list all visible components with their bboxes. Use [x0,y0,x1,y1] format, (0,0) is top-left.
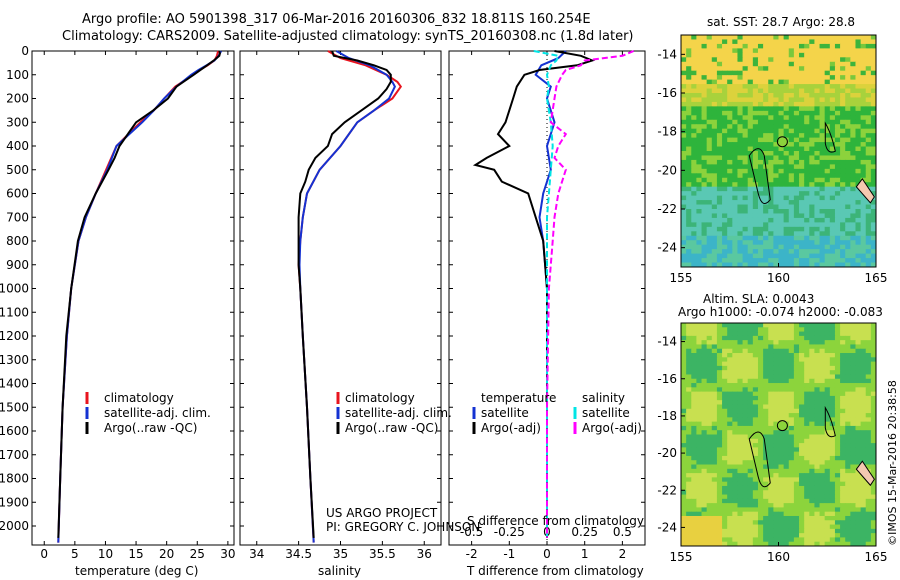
legend-t-satellite: satellite [481,406,529,420]
sla-map [681,323,877,547]
series-line-climatology [297,50,403,543]
y-tick-label: 600 [6,187,29,201]
x-tick-label: 5 [71,547,79,561]
lon-tick-label: 165 [865,550,888,564]
legend-salinity-title: salinity [582,391,626,405]
y-tick-label: 1300 [0,353,29,367]
lon-tick-label: 165 [865,271,888,285]
y-tick-label: 2000 [0,519,29,533]
x-tick-label: 25 [190,547,205,561]
y-tick-label: 200 [6,92,29,106]
lat-tick-label: -14 [657,47,677,61]
sst-map-title: sat. SST: 28.7 Argo: 28.8 [707,15,856,29]
y-tick-label: 700 [6,210,29,224]
x-tick-label: 35 [333,547,348,561]
lon-tick-label: 155 [670,271,693,285]
x-tick-label: 10 [98,547,113,561]
series-line-satellite-adj-clim- [57,50,222,543]
plot-frame-0 [31,50,235,546]
y-tick-label: 500 [6,163,29,177]
legend-argo: Argo(..raw -QC) [345,421,439,435]
series-line-argo [297,50,392,538]
x-axis-label-temperature: temperature (deg C) [75,564,199,578]
x-tick-label: 30 [220,547,235,561]
y-tick-label: 1400 [0,377,29,391]
y-tick-label: 400 [6,139,29,153]
s-tick-label: 0.25 [571,525,598,539]
legend-s-satellite: satellite [582,406,630,420]
s-tick-label: -0.5 [460,525,483,539]
x-tick-label: 0 [40,547,48,561]
lat-tick-label: -16 [657,86,677,100]
x-axis-label-salinity: salinity [318,564,362,578]
pi-label: PI: GREGORY C. JOHNSON [326,520,481,534]
x-tick-label: 20 [159,547,174,561]
y-tick-label: 1900 [0,495,29,509]
x-tick-label: 1 [581,547,589,561]
legend-argo: Argo(..raw -QC) [104,421,198,435]
y-tick-label: 1800 [0,472,29,486]
legend-satellite: satellite-adj. clim. [104,406,211,420]
y-tick-label: 1600 [0,424,29,438]
s-tick-label: 0.5 [613,525,632,539]
y-tick-label: 1100 [0,305,29,319]
legend-t-argo: Argo(-adj) [481,421,541,435]
sla-map-title-1: Altim. SLA: 0.0043 [703,292,815,306]
lon-tick-label: 160 [767,550,790,564]
legend-satellite: satellite-adj. clim. [345,406,452,420]
legend-climatology: climatology [345,391,415,405]
lon-tick-label: 155 [670,550,693,564]
x-tick-label: 15 [128,547,143,561]
sst-map [681,35,877,268]
lat-tick-label: -22 [657,202,677,216]
lat-tick-label: -18 [657,409,677,423]
x-tick-label: -2 [466,547,478,561]
y-tick-label: 1700 [0,448,29,462]
series-line-t-argo [472,50,596,538]
series-line-satellite-adj-clim- [298,50,397,543]
lon-tick-label: 160 [767,271,790,285]
s-tick-label: -0.25 [494,525,525,539]
x-tick-label: 2 [619,547,627,561]
x-tick-label: 34.5 [285,547,312,561]
y-tick-label: 100 [6,68,29,82]
lat-tick-label: -18 [657,125,677,139]
y-tick-label: 800 [6,234,29,248]
y-tick-label: 1500 [0,400,29,414]
lat-tick-label: -14 [657,335,677,349]
project-label: US ARGO PROJECT [326,506,438,520]
chart-title-line2: Climatology: CARS2009. Satellite-adjuste… [62,29,634,44]
series-line-argo [57,50,221,538]
lat-tick-label: -20 [657,446,677,460]
series-line-t-satellite [534,50,567,538]
lat-tick-label: -22 [657,483,677,497]
lat-tick-label: -24 [657,520,677,534]
x-tick-label: 34 [249,547,264,561]
lat-tick-label: -20 [657,163,677,177]
y-tick-label: 1000 [0,282,29,296]
chart-title-line1: Argo profile: AO 5901398_317 06-Mar-2016… [82,12,591,27]
series-line-s-argo [546,50,635,538]
lat-tick-label: -16 [657,372,677,386]
legend-temperature-title: temperature [481,391,557,405]
lat-tick-label: -24 [657,241,677,255]
y-tick-label: 900 [6,258,29,272]
y-tick-label: 300 [6,115,29,129]
x-tick-label: 36 [417,547,432,561]
x-tick-label: 35.5 [369,547,396,561]
x-tick-label: 0 [543,547,551,561]
sla-map-title-2: Argo h1000: -0.074 h2000: -0.083 [678,305,883,319]
s-diff-axis-label: S difference from climatology [467,514,644,528]
imos-stamp: ©IMOS 15-Mar-2016 20:38:58 [885,380,899,546]
x-tick-label: -1 [503,547,515,561]
x-axis-label-tdiff: T difference from climatology [467,564,644,578]
legend-s-argo: Argo(-adj) [582,421,642,435]
legend-climatology: climatology [104,391,174,405]
y-tick-label: 1200 [0,329,29,343]
y-tick-label: 0 [21,44,29,58]
